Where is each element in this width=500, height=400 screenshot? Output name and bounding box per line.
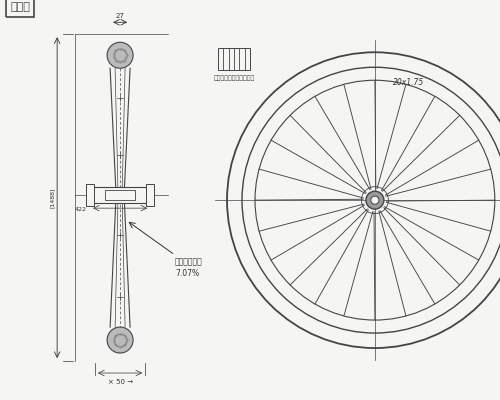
Text: 縮小図: 縮小図 bbox=[10, 2, 30, 12]
Bar bbox=[86, 184, 94, 206]
Bar bbox=[218, 48, 250, 70]
Text: [1488]: [1488] bbox=[50, 188, 55, 208]
Text: 422: 422 bbox=[75, 207, 87, 212]
Bar bbox=[90, 187, 150, 203]
Circle shape bbox=[107, 42, 133, 68]
Text: 7.07%: 7.07% bbox=[175, 269, 199, 278]
Bar bbox=[105, 190, 135, 200]
Circle shape bbox=[107, 327, 133, 353]
Circle shape bbox=[371, 196, 379, 204]
Text: 27: 27 bbox=[116, 13, 124, 19]
Text: 20x1.75: 20x1.75 bbox=[393, 78, 424, 87]
Text: タイヤトレッドパターン: タイヤトレッドパターン bbox=[214, 75, 254, 81]
Circle shape bbox=[366, 191, 384, 209]
Text: × 50 →: × 50 → bbox=[108, 379, 132, 385]
Text: シャフト太さ: シャフト太さ bbox=[175, 257, 203, 266]
Bar bbox=[146, 184, 154, 206]
